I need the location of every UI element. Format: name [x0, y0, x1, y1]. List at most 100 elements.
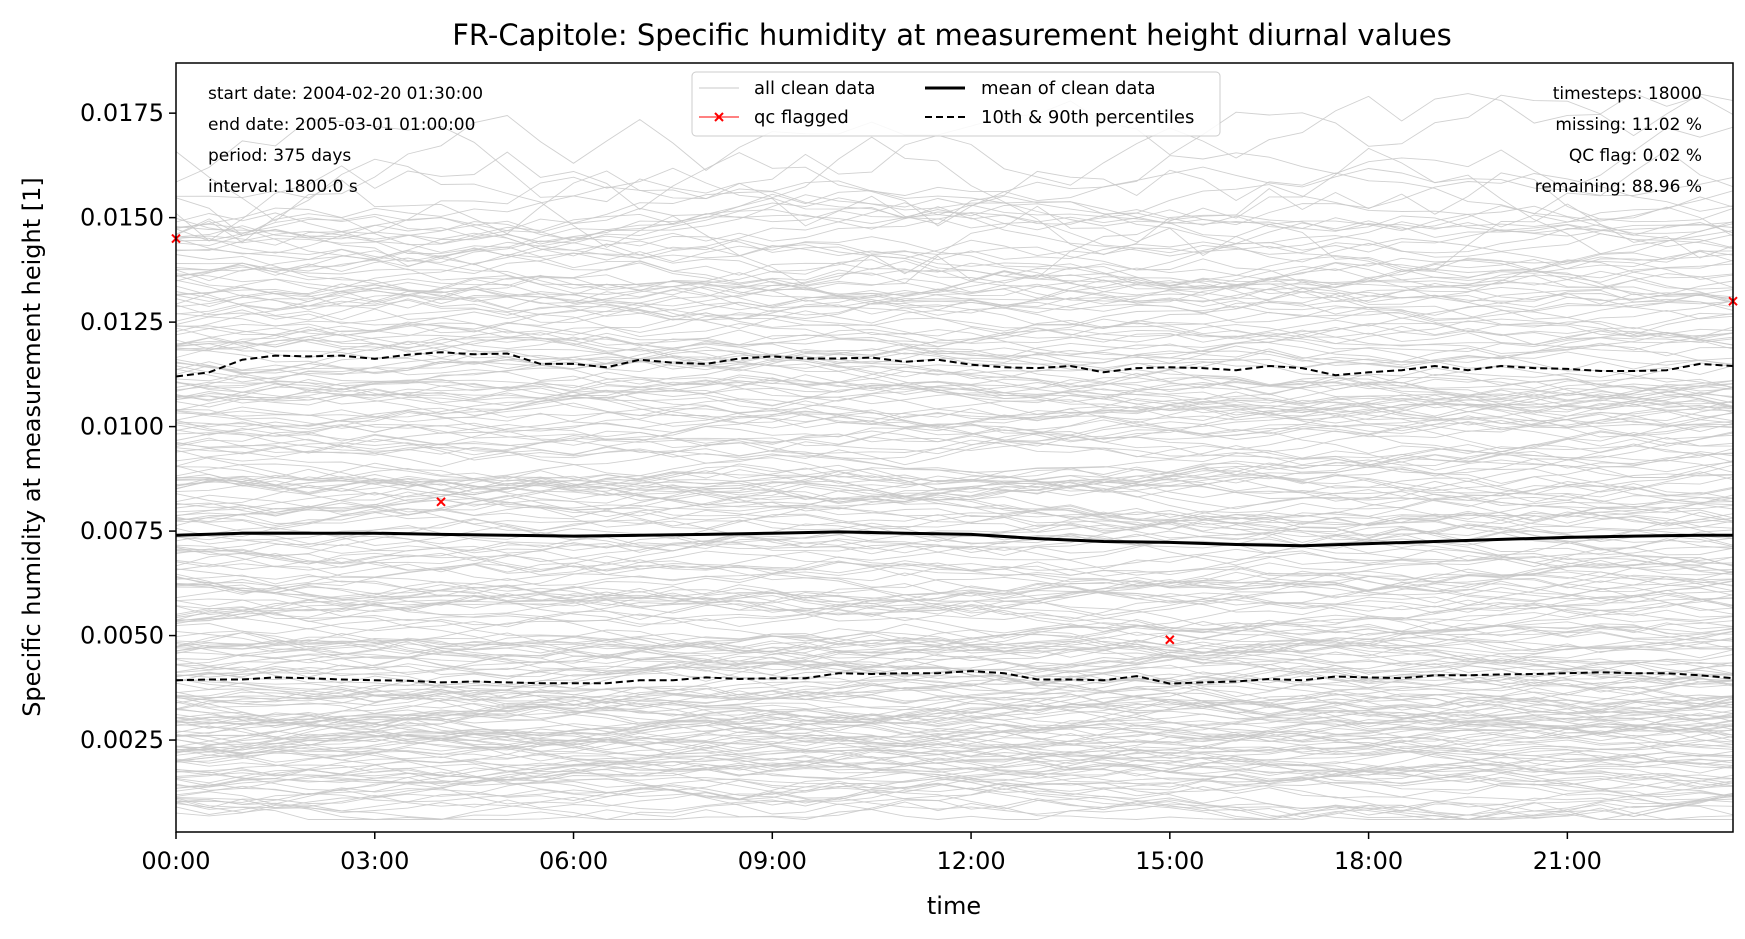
clean-data-line — [175, 570, 1734, 605]
clean-data-line — [175, 514, 1734, 549]
clean-data-line — [175, 630, 1734, 687]
clean-data-line — [175, 377, 1734, 450]
clean-data-line — [175, 713, 1734, 789]
clean-data-line — [175, 451, 1734, 488]
clean-data-line — [175, 250, 1734, 311]
legend-label-flagged: qc flagged — [754, 107, 849, 128]
clean-data-line — [175, 257, 1734, 346]
stats-left: start date: 2004-02-20 01:30:00 end date… — [208, 84, 483, 197]
clean-data-line — [175, 754, 1734, 804]
clean-data-line — [175, 429, 1733, 456]
y-tick-label: 0.0175 — [80, 99, 164, 127]
plot-frame — [175, 62, 1734, 833]
clean-data-line — [175, 212, 1734, 276]
y-axis-label: Specific humidity at measurement height … — [18, 177, 46, 717]
x-axis-label: time — [927, 892, 981, 920]
x-axis-ticks: 00:00 03:00 06:00 09:00 12:00 15:00 18:00 21:00 — [141, 832, 1602, 875]
clean-data-line — [175, 754, 1734, 813]
clean-data-line — [175, 717, 1734, 770]
clean-data-line — [175, 701, 1734, 724]
y-tick-label: 0.0125 — [80, 308, 164, 336]
clean-data-line — [175, 245, 1734, 298]
clean-data-line — [175, 786, 1734, 820]
clean-data-line — [175, 744, 1734, 791]
clean-data-line — [175, 374, 1734, 429]
legend-swatch-flagged-x — [714, 112, 724, 122]
clean-data-line — [175, 531, 1734, 576]
mean-line — [175, 530, 1733, 548]
stat-qc-flag: QC flag: 0.02 % — [1569, 146, 1702, 166]
clean-data-line — [175, 242, 1734, 296]
stat-start-date: start date: 2004-02-20 01:30:00 — [208, 84, 483, 104]
x-tick-label: 00:00 — [141, 847, 210, 875]
clean-data-line — [175, 190, 1734, 251]
clean-data-line — [175, 523, 1734, 587]
mean-line-group — [175, 530, 1733, 548]
clean-data-line — [175, 585, 1734, 636]
clean-data-line — [175, 679, 1734, 761]
clean-data-line — [175, 664, 1734, 710]
stat-remaining: remaining: 88.96 % — [1535, 177, 1702, 197]
clean-data-line — [175, 546, 1734, 586]
clean-data-line — [175, 377, 1734, 432]
clean-data-line — [175, 299, 1734, 354]
clean-data-line — [175, 329, 1734, 388]
clean-data-line — [175, 223, 1734, 284]
clean-data-line — [175, 644, 1734, 686]
clean-data-line — [175, 468, 1734, 501]
percentile-lines — [175, 351, 1734, 685]
y-tick-label: 0.0150 — [80, 204, 164, 232]
clean-data-line — [175, 534, 1734, 573]
clean-data-line — [175, 571, 1734, 616]
clean-data-line — [175, 537, 1734, 615]
clean-data-line — [175, 424, 1734, 498]
clean-data-line — [175, 147, 1734, 288]
clean-data-line — [175, 714, 1734, 743]
clean-data-line — [175, 682, 1734, 722]
clean-data-line — [175, 325, 1734, 365]
clean-data-line — [175, 555, 1734, 592]
clean-data-line — [175, 184, 1734, 242]
clean-data-line — [175, 388, 1734, 427]
clean-data-line — [175, 715, 1734, 757]
clean-data-line — [175, 336, 1734, 374]
y-tick-label: 0.0050 — [80, 622, 164, 650]
clean-data-line — [175, 712, 1734, 806]
clean-data-line — [175, 662, 1734, 700]
clean-data-line — [175, 126, 1734, 242]
clean-data-line — [175, 753, 1734, 814]
clean-data-line — [175, 427, 1734, 510]
stats-right: timesteps: 18000 missing: 11.02 % QC fla… — [1535, 84, 1702, 197]
clean-data-line — [175, 158, 1734, 286]
clean-data-line — [175, 583, 1734, 644]
stat-end-date: end date: 2005-03-01 01:00:00 — [208, 115, 475, 135]
clean-data-line — [175, 552, 1734, 606]
clean-data-line — [175, 173, 1734, 238]
x-tick-label: 15:00 — [1135, 847, 1204, 875]
clean-data-line — [175, 273, 1734, 345]
clean-data-line — [175, 632, 1734, 681]
clean-data-line — [175, 299, 1734, 363]
clean-data-line — [175, 570, 1734, 616]
clean-data-line — [175, 702, 1734, 726]
stat-interval: interval: 1800.0 s — [208, 177, 358, 197]
x-tick-label: 06:00 — [539, 847, 608, 875]
clean-data-line — [175, 360, 1734, 397]
chart-title: FR-Capitole: Specific humidity at measur… — [452, 18, 1452, 52]
y-axis-ticks: 0.0025 0.0050 0.0075 0.0100 0.0125 0.0150 0.01… — [80, 99, 176, 754]
clean-data-line — [175, 475, 1734, 508]
clean-data-line — [175, 259, 1734, 313]
clean-data-line — [175, 771, 1734, 815]
clean-data-line — [175, 254, 1734, 324]
percentile-90-line — [175, 351, 1734, 378]
clean-data-line — [175, 687, 1734, 749]
legend-box — [691, 71, 1221, 137]
clean-data-line — [175, 352, 1734, 399]
clean-data-line — [175, 743, 1734, 783]
clean-data-line — [175, 389, 1734, 428]
clean-data-line — [175, 637, 1734, 660]
stat-missing: missing: 11.02 % — [1555, 115, 1702, 135]
clean-data-line — [175, 493, 1734, 528]
clean-data-line — [175, 761, 1734, 820]
clean-data-line — [175, 677, 1734, 738]
